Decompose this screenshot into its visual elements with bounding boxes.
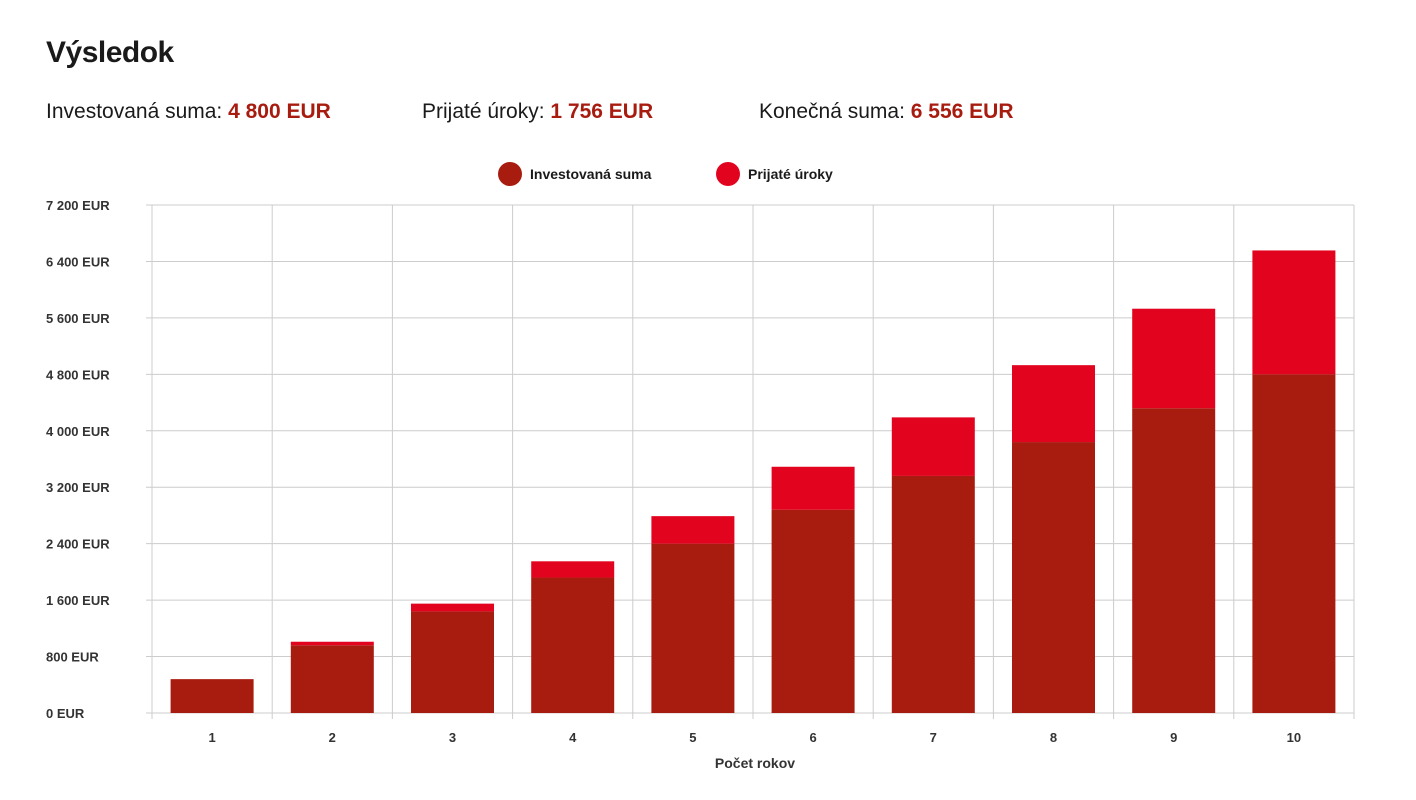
bar-interest (1132, 308, 1216, 409)
x-tick-label: 2 (329, 730, 336, 745)
bar-invested (531, 577, 615, 713)
y-tick-label: 7 200 EUR (46, 198, 110, 213)
bar-interest (1012, 365, 1095, 443)
x-axis-title: Počet rokov (715, 755, 795, 771)
summary-final: Konečná suma: 6 556 EUR (759, 100, 1014, 124)
y-tick-label: 4 800 EUR (46, 367, 110, 382)
bar-invested (771, 509, 855, 713)
bar-invested (651, 543, 735, 713)
bar-invested (170, 679, 254, 713)
summary-final-label: Konečná suma: (759, 100, 905, 123)
y-tick-label: 4 000 EUR (46, 424, 110, 439)
bar-interest (1252, 250, 1336, 375)
summary-invested-label: Investovaná suma: (46, 100, 223, 123)
x-tick-label: 8 (1050, 730, 1057, 745)
bar-interest (771, 466, 855, 510)
summary-interest-value: 1 756 EUR (550, 100, 654, 123)
x-tick-label: 1 (208, 730, 215, 745)
legend-label-invested: Investovaná suma (530, 166, 652, 182)
x-tick-label: 3 (449, 730, 456, 745)
bar-invested (1132, 408, 1216, 713)
summary-final-value: 6 556 EUR (910, 100, 1014, 123)
x-tick-label: 10 (1287, 730, 1301, 745)
summary-interest: Prijaté úroky: 1 756 EUR (422, 100, 653, 124)
y-tick-label: 6 400 EUR (46, 254, 110, 269)
summary-interest-label: Prijaté úroky: (422, 100, 545, 123)
bar-interest (531, 561, 615, 578)
bar-invested (290, 645, 374, 713)
legend-item-interest[interactable]: Prijaté úroky (716, 161, 833, 187)
y-tick-label: 0 EUR (46, 706, 85, 721)
bar-interest (411, 603, 494, 612)
x-tick-label: 7 (930, 730, 937, 745)
x-tick-label: 6 (809, 730, 816, 745)
y-tick-label: 5 600 EUR (46, 311, 110, 326)
y-tick-label: 800 EUR (46, 650, 99, 665)
legend-swatch-interest (716, 162, 740, 186)
legend-swatch-invested (498, 162, 522, 186)
bar-invested (411, 611, 494, 713)
bar-invested (1012, 442, 1095, 713)
bar-interest (651, 516, 735, 544)
legend-item-invested[interactable]: Investovaná suma (498, 161, 651, 187)
y-tick-label: 2 400 EUR (46, 537, 110, 552)
y-tick-label: 3 200 EUR (46, 480, 110, 495)
bar-interest (891, 417, 975, 476)
bar-invested (1252, 374, 1336, 713)
x-tick-label: 9 (1170, 730, 1177, 745)
summary-invested-value: 4 800 EUR (228, 100, 331, 123)
legend-label-interest: Prijaté úroky (748, 166, 833, 182)
x-tick-label: 4 (569, 730, 577, 745)
bar-interest (290, 641, 374, 646)
x-tick-label: 5 (689, 730, 696, 745)
y-tick-label: 1 600 EUR (46, 593, 110, 608)
bar-invested (891, 475, 975, 713)
summary-invested: Investovaná suma: 4 800 EUR (46, 100, 331, 124)
page-title: Výsledok (46, 36, 174, 69)
